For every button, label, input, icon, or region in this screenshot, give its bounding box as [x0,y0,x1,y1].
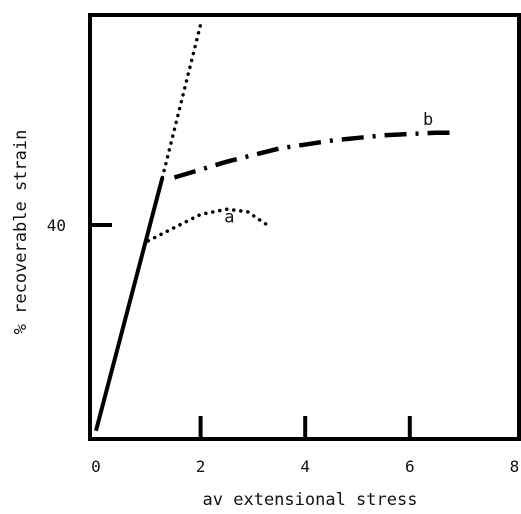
x-tick-label: 4 [300,457,310,476]
x-tick-label: 8 [510,457,520,476]
ticks: 0 2 4 6 8 40 [47,216,519,476]
x-tick-label: 0 [91,457,101,476]
x-tick-label: 6 [405,457,415,476]
y-axis-label: % recoverable strain [11,130,31,335]
series-line-b [173,130,452,180]
x-axis-label: av extensional stress [203,490,418,510]
series-line-solid-0 [94,176,165,432]
y-tick-label: 40 [47,216,66,235]
x-tick-label: 2 [196,457,206,476]
labels: ba [224,110,433,228]
curve-label-b: b [423,110,433,130]
plot-frame [88,13,521,441]
series-line-a [146,207,273,243]
curves [94,22,452,432]
curve-label-a: a [224,207,234,227]
series-line-dotted-1 [160,22,203,180]
